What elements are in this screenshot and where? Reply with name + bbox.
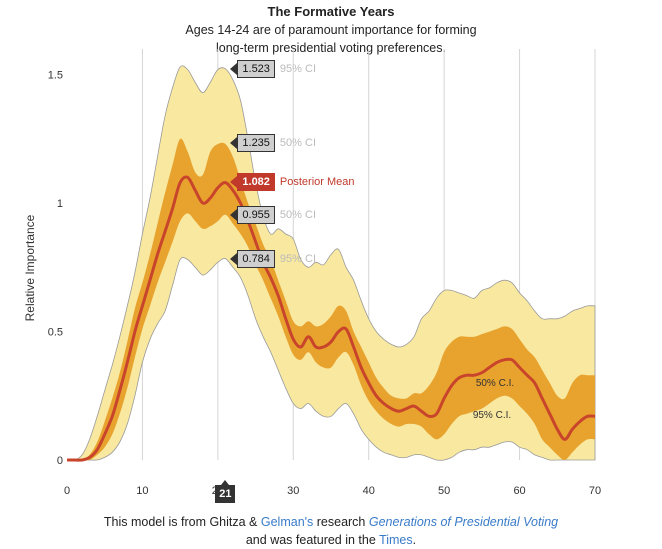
times-link[interactable]: Times xyxy=(379,533,413,547)
annot-upper50-label: 50% CI xyxy=(279,136,316,149)
annot-mean-value: 1.082 xyxy=(230,173,275,192)
x-tick-0: 0 xyxy=(64,485,70,497)
y-axis-label: Relative Importance xyxy=(23,214,37,321)
annot-upper95-value: 1.523 xyxy=(230,59,275,78)
posterior-mean-line xyxy=(66,175,596,462)
footer-text-4: . xyxy=(412,533,417,547)
annot-lower50-label: 50% CI xyxy=(279,208,316,221)
band-label-50: 50% C.I. xyxy=(476,378,514,389)
annot-mean-label: Posterior Mean xyxy=(279,176,355,189)
footer-text-1: This model is from Ghitza & xyxy=(103,515,261,529)
annot-upper95: 1.523 95% CI xyxy=(230,59,316,78)
x-tick-50: 50 xyxy=(438,485,450,497)
annot-upper50-value: 1.235 xyxy=(230,133,275,152)
annot-lower50: 0.955 50% CI xyxy=(230,205,316,224)
chart-title: The Formative Years xyxy=(267,4,395,19)
annot-lower50-value: 0.955 xyxy=(230,205,275,224)
footer-line-2: and was featured in the Times. xyxy=(0,531,662,549)
band-label-95: 95% C.I. xyxy=(473,410,511,421)
x-tick-70: 70 xyxy=(589,485,601,497)
x-tick-10: 10 xyxy=(136,485,148,497)
annot-lower95-value: 0.784 xyxy=(230,249,275,268)
ci-50-band xyxy=(67,138,595,461)
x-tick-40: 40 xyxy=(363,485,375,497)
y-tick-1: 1 xyxy=(57,198,63,210)
annot-upper95-label: 95% CI xyxy=(279,62,316,75)
x-tick-30: 30 xyxy=(287,485,299,497)
paper-link[interactable]: Generations of Presidential Voting xyxy=(368,515,559,529)
y-tick-1.5: 1.5 xyxy=(48,70,63,82)
y-tick-0.5: 0.5 xyxy=(48,327,63,339)
hover-age-marker: 21 xyxy=(215,480,236,503)
y-tick-0: 0 xyxy=(57,455,63,467)
axis-ticks: 01020304050607000.511.5 xyxy=(48,70,601,497)
annot-lower95-label: 95% CI xyxy=(279,252,316,265)
x-tick-60: 60 xyxy=(513,485,525,497)
footer-line-1: This model is from Ghitza & Gelman's res… xyxy=(0,513,662,531)
annot-mean: 1.082 Posterior Mean xyxy=(230,173,355,192)
footer-text-3: and was featured in the xyxy=(245,533,380,547)
gelman-link[interactable]: Gelman's xyxy=(260,515,314,529)
annot-upper50: 1.235 50% CI xyxy=(230,133,316,152)
subtitle-line-2: long-term presidential voting preference… xyxy=(216,41,446,55)
footer-credit: This model is from Ghitza & Gelman's res… xyxy=(0,513,662,549)
footer-text-2: research xyxy=(313,515,369,529)
subtitle-line-1: Ages 14-24 are of paramount importance f… xyxy=(185,23,477,37)
annot-lower95: 0.784 95% CI xyxy=(230,249,316,268)
chart-subtitle: Ages 14-24 are of paramount importance f… xyxy=(150,21,512,57)
